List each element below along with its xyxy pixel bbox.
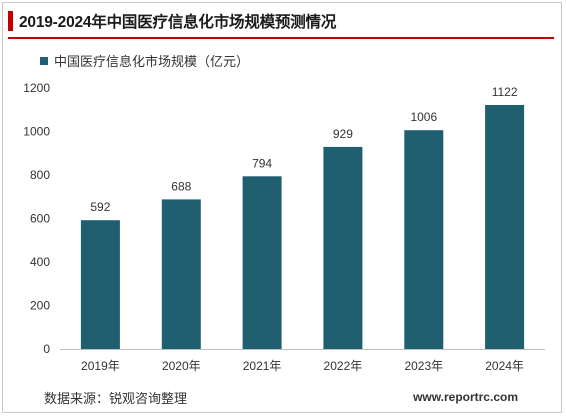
y-tick-label: 1200 xyxy=(23,81,50,95)
bar-value-label: 1006 xyxy=(410,110,437,124)
y-tick-label: 1000 xyxy=(23,125,50,139)
y-tick-label: 600 xyxy=(30,212,50,226)
title-bar: 2019-2024年中国医疗信息化市场规模预测情况 xyxy=(8,10,336,32)
title-accent-bar xyxy=(8,11,13,31)
x-tick-label: 2021年 xyxy=(243,359,282,373)
x-axis: 2019年 2020年 2021年 2022年 2023年 2024年 xyxy=(60,349,545,373)
bar xyxy=(161,199,201,349)
x-tick-label: 2024年 xyxy=(485,359,524,373)
y-axis: 0 200 400 600 800 1000 1200 xyxy=(23,81,50,356)
y-tick-label: 0 xyxy=(43,342,50,356)
source-note: 数据来源：锐观咨询整理 xyxy=(44,391,188,406)
legend: 中国医疗信息化市场规模（亿元） xyxy=(40,51,249,70)
bar xyxy=(323,146,363,349)
bar-series xyxy=(80,105,525,349)
data-labels: 592 688 794 929 1006 1122 xyxy=(90,85,517,214)
x-tick-label: 2020年 xyxy=(162,359,201,373)
bar xyxy=(80,220,120,349)
legend-swatch xyxy=(40,56,48,65)
x-tick-label: 2022年 xyxy=(324,359,363,373)
legend-label: 中国医疗信息化市场规模（亿元） xyxy=(54,54,250,69)
y-tick-label: 800 xyxy=(30,168,50,182)
bar-value-label: 592 xyxy=(90,200,110,214)
website-url[interactable]: www.reportrc.com xyxy=(413,390,518,404)
bar xyxy=(404,130,444,349)
y-tick-label: 200 xyxy=(30,299,50,313)
bar xyxy=(242,176,282,349)
title-underline xyxy=(8,37,554,39)
bar-value-label: 688 xyxy=(171,179,191,193)
chart-title: 2019-2024年中国医疗信息化市场规模预测情况 xyxy=(19,14,337,31)
bar-value-label: 1122 xyxy=(492,85,518,99)
bar xyxy=(485,105,525,349)
y-tick-label: 400 xyxy=(30,255,50,269)
bar-value-label: 794 xyxy=(252,156,272,170)
x-tick-label: 2023年 xyxy=(404,359,443,373)
bar-value-label: 929 xyxy=(333,127,353,141)
x-tick-label: 2019年 xyxy=(81,359,120,373)
